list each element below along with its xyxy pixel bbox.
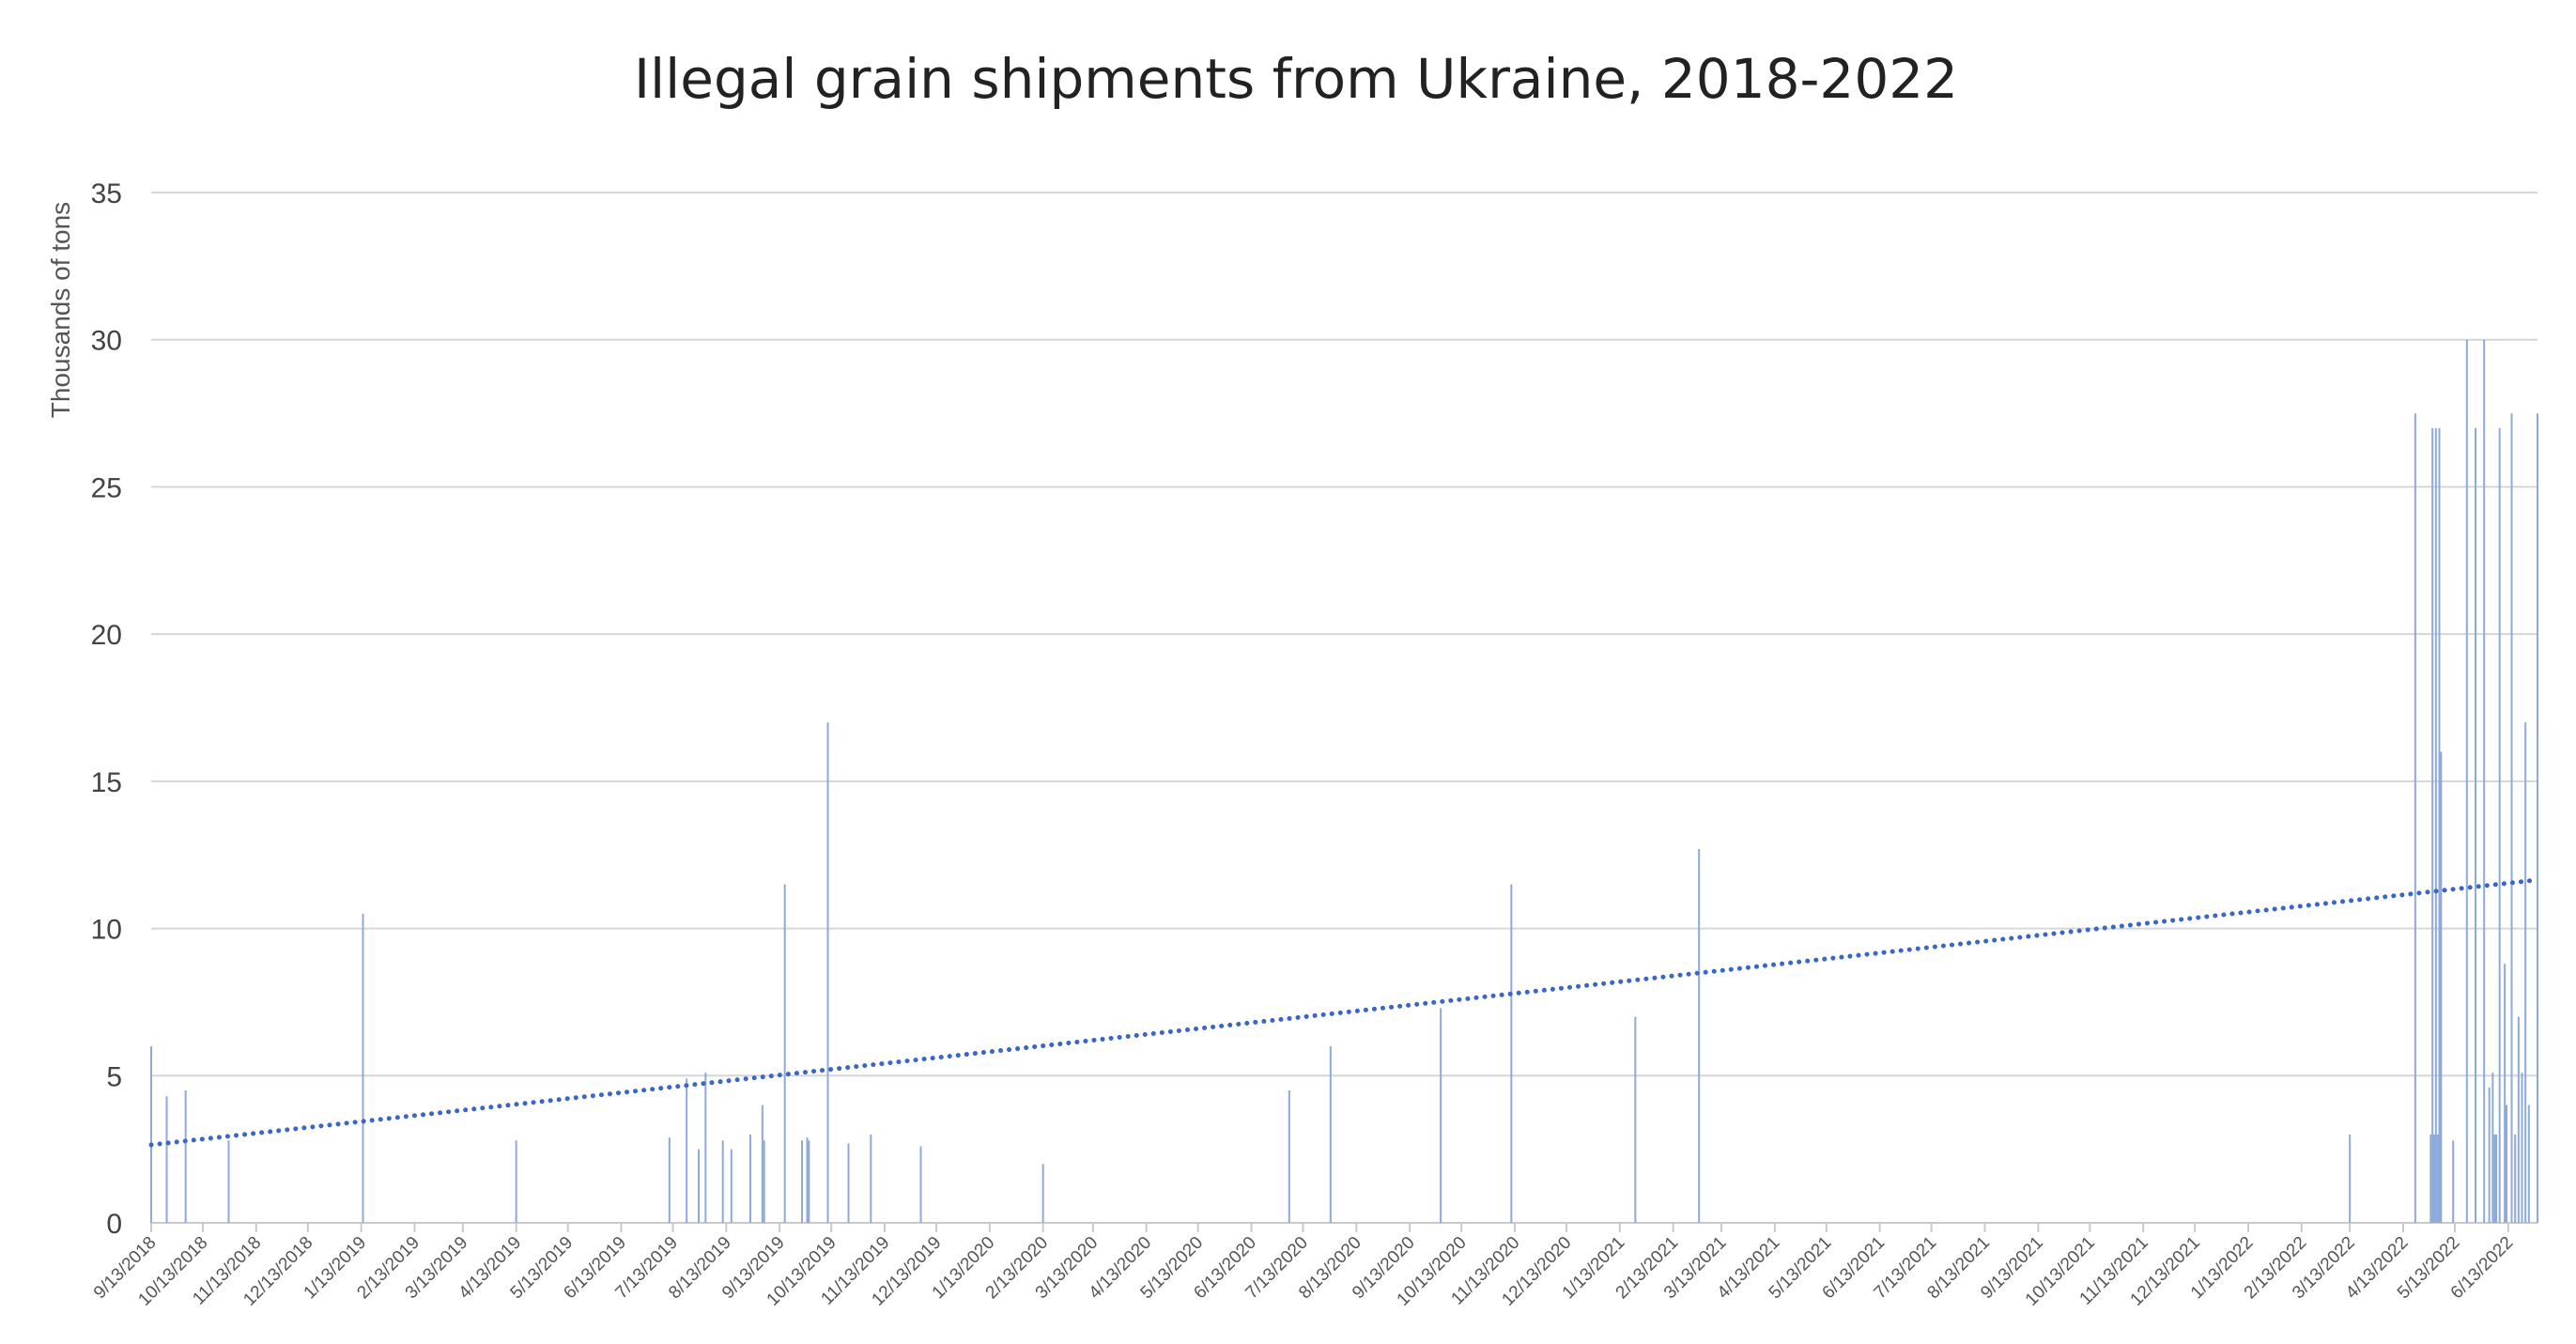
y-tick-label: 0 [106,1209,122,1240]
y-tick-labels: 0 5 10 15 20 25 30 35 [91,178,122,1240]
y-tick-label: 5 [106,1061,122,1092]
y-axis-label: Thousands of tons [46,202,75,418]
y-tick-label: 25 [91,472,122,503]
trendline-group [148,877,2540,1148]
x-tick-labels: 9/13/201810/13/201811/13/201812/13/20181… [90,1223,2517,1310]
gridlines [151,192,2537,1224]
y-tick-label: 20 [91,620,122,651]
trendline [148,877,2540,1148]
y-tick-label: 30 [91,326,122,357]
y-tick-label: 10 [91,915,122,946]
y-tick-label: 35 [91,178,122,209]
y-tick-label: 15 [91,767,122,798]
bars [150,339,2538,1223]
chart-title: Illegal grain shipments from Ukraine, 20… [634,47,1958,111]
